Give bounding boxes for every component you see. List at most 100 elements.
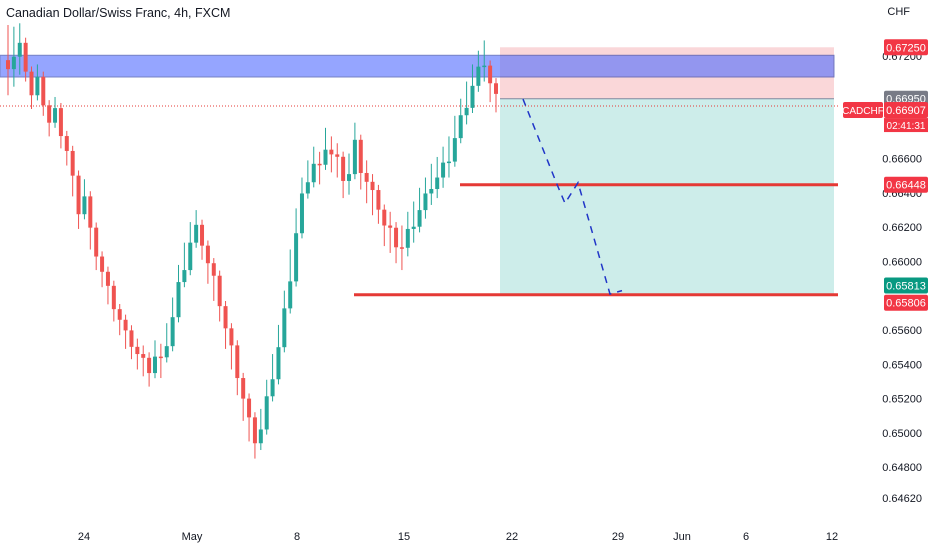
x-tick-label: 15: [398, 531, 410, 543]
candle-body: [476, 66, 481, 86]
candle-body: [288, 281, 293, 309]
candle-body: [270, 379, 275, 397]
candle-body: [200, 224, 205, 246]
candle-body: [41, 76, 46, 106]
target-price-badge-text: 0.65813: [886, 281, 926, 293]
candle-body: [305, 182, 310, 194]
x-tick-label: 29: [612, 531, 624, 543]
candle-body: [53, 108, 58, 123]
candle-body: [223, 306, 228, 329]
countdown-timer: 02:41:31: [887, 121, 926, 132]
current-price-badge-bg: [884, 102, 928, 119]
candle-body: [258, 429, 263, 444]
candle-body: [88, 196, 93, 228]
candle-body: [123, 319, 128, 331]
candle-body: [388, 225, 393, 228]
candle-body: [441, 162, 446, 178]
candle-body: [241, 378, 246, 399]
candle-body: [358, 139, 363, 173]
candle-body: [347, 174, 352, 181]
candle-body: [394, 227, 399, 248]
y-tick-label: 0.66600: [882, 154, 922, 166]
take-profit-zone: [500, 98, 834, 294]
candle-body: [429, 189, 434, 194]
level-price-badge-text: 0.66448: [886, 180, 926, 192]
candle-body: [399, 247, 404, 249]
candle-body: [252, 417, 257, 444]
candle-body: [29, 71, 34, 96]
candle-body: [494, 83, 498, 94]
candle-body: [176, 282, 181, 318]
candle-body: [117, 309, 122, 320]
candle-body: [464, 107, 469, 116]
candle-body: [294, 233, 299, 282]
x-tick-label: 24: [78, 531, 90, 543]
candle-body: [105, 271, 110, 286]
candle-body: [282, 308, 287, 348]
candle-body: [452, 138, 457, 162]
candle-body: [488, 65, 493, 84]
candle-body: [229, 328, 234, 346]
candle-body: [405, 228, 410, 248]
candle-body: [170, 317, 175, 347]
y-tick-label: 0.65200: [882, 394, 922, 406]
candle-body: [370, 181, 375, 191]
candle-body: [35, 76, 40, 96]
candle-body: [435, 177, 440, 190]
level-price-badge-bg: [884, 294, 928, 311]
candle-body: [376, 190, 381, 210]
candle-body: [317, 163, 322, 166]
candle-body: [382, 209, 387, 226]
stop-price-badge-text: 0.67250: [886, 42, 926, 54]
candle-body: [182, 270, 187, 283]
candle-body: [158, 356, 163, 359]
candle-body: [311, 163, 316, 183]
candle-body: [147, 357, 152, 374]
currency-label: CHF: [887, 6, 910, 18]
x-tick-label: 12: [826, 531, 838, 543]
chart-title: Canadian Dollar/Swiss Franc, 4h, FXCM: [6, 6, 231, 20]
x-tick-label: 22: [506, 531, 518, 543]
x-tick-label: 8: [294, 531, 300, 543]
y-tick-label: 0.66000: [882, 257, 922, 269]
candle-body: [470, 85, 475, 108]
candle-body: [188, 242, 193, 271]
candle-body: [423, 193, 428, 211]
candle-body: [299, 193, 304, 234]
current-price-badge-text: 0.66907: [886, 105, 926, 117]
candle-body: [323, 149, 328, 165]
y-tick-label: 0.65600: [882, 325, 922, 337]
x-tick-label: Jun: [673, 531, 691, 543]
y-tick-label: 0.66200: [882, 222, 922, 234]
y-tick-label: 0.64800: [882, 462, 922, 474]
candle-body: [129, 330, 134, 347]
candle-body: [82, 196, 87, 215]
candle-body: [217, 275, 222, 307]
resistance-zone: [0, 54, 835, 78]
level-price-badge-bg: [884, 176, 928, 193]
candle-body: [276, 347, 281, 380]
candle-body: [164, 346, 169, 358]
level-price-badge-text: 0.65806: [886, 298, 926, 310]
stop-price-badge-bg: [884, 39, 928, 56]
candle-body: [235, 345, 240, 379]
candle-body: [70, 150, 75, 176]
symbol-tag: CADCHF: [842, 106, 884, 117]
candle-body: [152, 356, 157, 374]
candle-body: [417, 210, 422, 227]
candle-body: [11, 56, 16, 70]
target-price-badge-bg: [884, 277, 928, 294]
candle-body: [64, 136, 69, 151]
candle-body: [335, 154, 340, 157]
candle-body: [111, 285, 116, 310]
candle-body: [352, 139, 357, 175]
candle-body: [23, 42, 28, 72]
x-tick-label: May: [182, 531, 203, 543]
y-tick-label: 0.65400: [882, 359, 922, 371]
candle-body: [341, 156, 346, 181]
y-tick-label: 0.65000: [882, 428, 922, 440]
candle-body: [94, 227, 99, 257]
candle-body: [194, 224, 199, 243]
